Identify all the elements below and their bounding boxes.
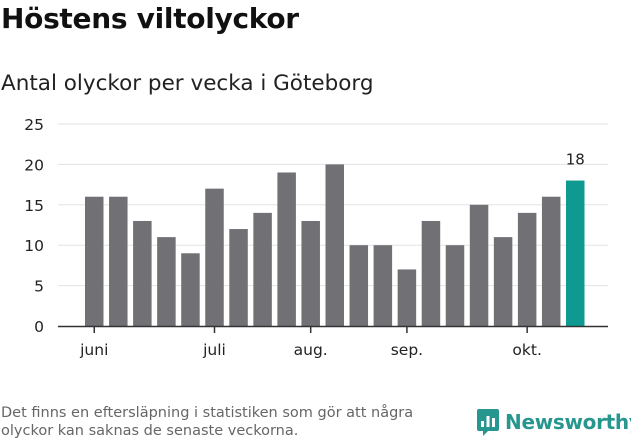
data-label: 18 <box>566 151 585 169</box>
newsworthy-logo-icon <box>477 409 499 436</box>
y-tick-label: 10 <box>24 237 44 255</box>
bar <box>133 220 152 326</box>
bar <box>85 196 104 326</box>
chart-subtitle: Antal olyckor per vecka i Göteborg <box>1 71 374 96</box>
bar <box>445 245 465 326</box>
bar <box>205 188 224 326</box>
x-tick-label: okt. <box>512 341 541 359</box>
bar <box>325 164 344 326</box>
footnote: Det finns en eftersläpning i statistiken… <box>1 405 414 439</box>
brand-logo: Newsworthy <box>476 407 631 437</box>
chart-title: Höstens viltolyckor <box>1 2 299 35</box>
y-tick-label: 15 <box>24 197 44 215</box>
bar <box>229 229 248 326</box>
bar <box>469 204 489 326</box>
x-tick-label: juni <box>79 341 108 359</box>
bar-highlight <box>566 180 585 326</box>
y-tick-label: 25 <box>24 116 44 134</box>
bar <box>421 220 441 326</box>
bar <box>181 253 200 326</box>
bar <box>397 269 417 326</box>
bar <box>349 245 369 326</box>
bar <box>253 212 272 326</box>
x-tick-label: aug. <box>294 341 328 359</box>
bar <box>493 237 513 326</box>
y-tick-label: 5 <box>34 278 44 296</box>
bar <box>157 237 176 326</box>
bar <box>541 196 561 326</box>
y-tick-label: 0 <box>34 318 44 336</box>
bar <box>277 172 296 326</box>
bar <box>301 220 320 326</box>
brand-name: Newsworthy <box>505 410 631 434</box>
bar <box>109 196 128 326</box>
bar <box>517 212 537 326</box>
y-tick-label: 20 <box>24 156 44 174</box>
x-tick-label: sep. <box>391 341 423 359</box>
x-tick-label: juli <box>202 341 226 359</box>
bar <box>373 245 393 326</box>
bar-chart: 0 5 10 15 20 25 18 juni juli aug. sep. okt. <box>24 116 608 359</box>
